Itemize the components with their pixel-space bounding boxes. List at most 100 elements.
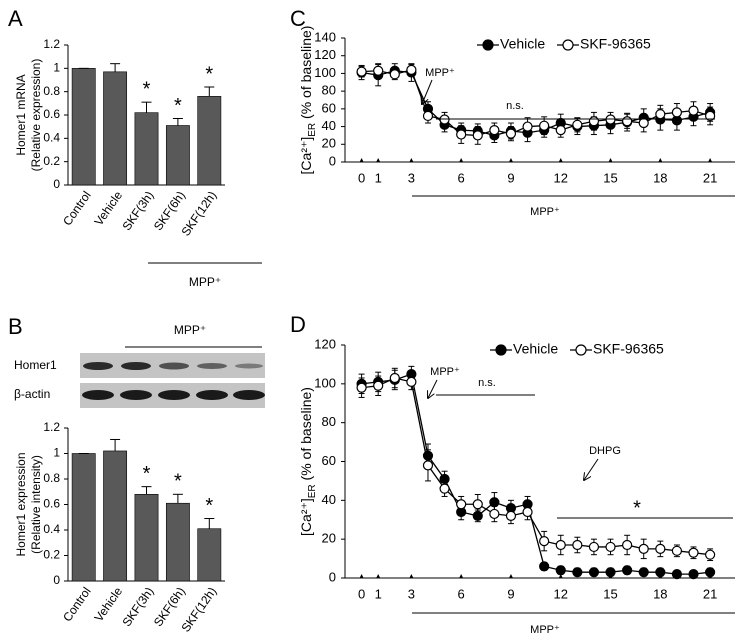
annotation-arrow: [428, 379, 438, 398]
bar: [197, 96, 222, 186]
bar: [134, 493, 159, 582]
data-point: [373, 380, 384, 391]
y-axis-label-part: [Ca²⁺]: [298, 137, 314, 175]
annotation: MPP⁺: [530, 206, 560, 218]
x-tick-label: Vehicle: [91, 188, 125, 228]
x-tick-label: 3: [408, 170, 415, 185]
y-axis-label: Homer1 expression: [14, 452, 28, 556]
x-tick-label: 12: [554, 170, 568, 185]
data-point: [671, 569, 683, 580]
data-point: [539, 120, 550, 131]
y-tick-label: 120: [314, 47, 336, 62]
y-tick-label: 0: [53, 177, 60, 191]
error-bar: [110, 63, 121, 72]
blot-band: [197, 363, 227, 369]
data-point: [705, 110, 716, 122]
error-bar: [172, 493, 183, 504]
data-point: [705, 567, 716, 578]
panel-label: A: [8, 6, 23, 31]
x-tick-label: SKF(3h): [119, 585, 156, 630]
y-tick-label: 0.6: [43, 107, 60, 121]
annotation: n.s.: [506, 100, 524, 112]
data-point: [655, 109, 666, 120]
y-tick-label: 0.2: [43, 154, 60, 168]
data-point: [572, 567, 583, 578]
y-tick-label: 60: [322, 453, 336, 468]
x-tick: [409, 574, 414, 578]
data-point: [406, 64, 417, 75]
data-point: [356, 382, 367, 393]
y-axis-label: [Ca²⁺]ER (% of baseline): [298, 26, 318, 175]
data-point: [456, 499, 467, 510]
error-bar: [141, 101, 152, 113]
error-bar: [110, 438, 121, 451]
legend-label: Vehicle: [500, 36, 545, 52]
annotation: DHPG: [589, 445, 621, 457]
legend-label: Vehicle: [513, 341, 558, 357]
x-tick-label: 18: [653, 586, 667, 601]
y-axis-label-part: (% of baseline): [298, 387, 314, 484]
bar: [165, 125, 190, 186]
y-tick-label: 0.8: [43, 84, 60, 98]
blot-band: [196, 390, 228, 400]
legend-marker: [495, 344, 507, 356]
y-axis-label: (Relative intensity): [29, 455, 43, 554]
significance-mark: *: [205, 63, 213, 85]
y-tick-label: 100: [314, 375, 336, 390]
y-axis-label-part: (% of baseline): [298, 26, 314, 123]
data-point: [505, 128, 517, 139]
annotation: MPP⁺: [425, 67, 455, 79]
y-tick-label: 1.2: [43, 420, 60, 434]
data-point: [622, 116, 633, 127]
y-tick-label: 0: [329, 569, 336, 584]
x-tick-label: 0: [358, 586, 365, 601]
x-tick-label: 21: [703, 586, 717, 601]
data-point: [605, 541, 616, 553]
bar: [103, 71, 128, 186]
y-axis-label-part: ER: [307, 484, 318, 498]
panel-label: B: [8, 314, 23, 339]
significance-mark: *: [174, 471, 182, 493]
legend-marker: [575, 344, 587, 356]
x-tick: [658, 158, 663, 162]
data-point: [638, 543, 649, 554]
data-point: [638, 567, 649, 578]
x-tick-label: 6: [458, 170, 465, 185]
x-tick-label: 18: [653, 170, 667, 185]
error-bar: [172, 118, 183, 126]
legend-label: SKF-96365: [593, 341, 664, 357]
data-point: [439, 483, 450, 494]
x-tick: [708, 158, 713, 162]
y-tick-label: 60: [322, 100, 336, 115]
data-point: [671, 107, 683, 118]
y-axis-label: (Relative expression): [29, 59, 43, 172]
x-tick-label: 15: [603, 170, 617, 185]
x-tick: [558, 158, 563, 162]
y-tick-label: 140: [314, 29, 336, 44]
x-tick-label: 3: [408, 586, 415, 601]
panel-label: C: [290, 6, 306, 31]
series-line: [361, 377, 711, 556]
x-tick-label: SKF(3h): [119, 189, 156, 234]
annotation: n.s.: [478, 377, 496, 389]
data-point: [472, 499, 483, 510]
data-point: [406, 376, 417, 387]
y-tick-label: 0.6: [43, 497, 60, 511]
data-point: [539, 561, 550, 572]
data-point: [389, 69, 400, 80]
y-tick-label: 0.4: [43, 131, 60, 145]
x-tick-label: 12: [554, 586, 568, 601]
data-point: [522, 506, 533, 518]
data-point: [605, 567, 616, 578]
data-point: [588, 567, 600, 578]
annotation: MPP⁺: [530, 624, 560, 633]
panel-label: D: [290, 312, 306, 337]
x-tick-label: 1: [375, 170, 382, 185]
series-line: [361, 373, 711, 575]
blot-band: [82, 390, 114, 400]
data-point: [655, 543, 666, 554]
y-axis-label: Homer1 mRNA: [14, 74, 28, 155]
x-tick: [459, 574, 464, 578]
x-tick-label: Control: [60, 585, 94, 625]
